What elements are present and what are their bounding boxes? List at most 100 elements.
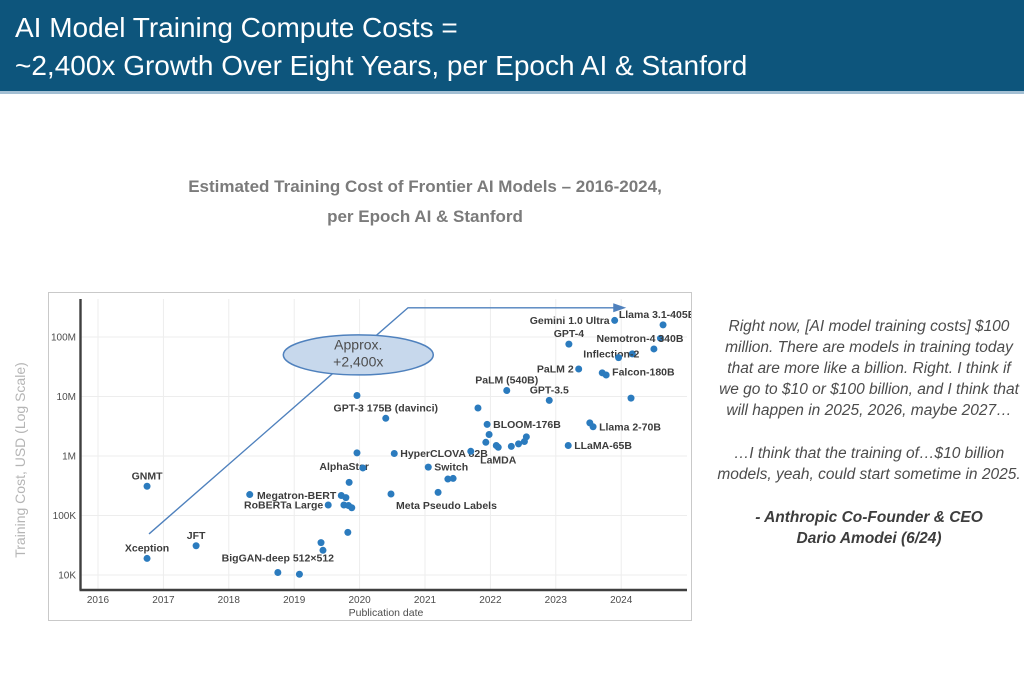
x-tick-label: 2018 (218, 595, 241, 606)
data-point (353, 391, 361, 399)
data-point (444, 475, 452, 483)
model-label: PaLM (540B) (475, 375, 538, 387)
x-tick-label: 2022 (479, 595, 502, 606)
x-tick-label: 2019 (283, 595, 306, 606)
data-point (274, 569, 282, 577)
model-label: Llama 3.1-405B (619, 309, 691, 321)
x-tick-label: 2017 (152, 595, 175, 606)
scatter-plot-svg: 10K 100K 1M 10M 100M 2016 2017 2018 2019 2020 2021… (51, 299, 691, 619)
x-tick-label: 2023 (545, 595, 568, 606)
quote-paragraph-1: Right now, [AI model training costs] $10… (719, 318, 1019, 419)
annotation-text-line1: Approx. (334, 336, 382, 352)
x-tick-label: 2021 (414, 595, 437, 606)
model-label: Switch (434, 462, 468, 474)
header-title-line2: ~2,400x Growth Over Eight Years, per Epo… (15, 50, 748, 81)
chart-title: Estimated Training Cost of Frontier AI M… (60, 172, 790, 232)
data-point (565, 340, 573, 348)
header-title-line1: AI Model Training Compute Costs = (15, 12, 458, 43)
data-point (650, 345, 658, 353)
header-banner: AI Model Training Compute Costs = ~2,400… (0, 0, 1024, 94)
data-point (482, 438, 490, 446)
x-axis-title: Publication date (349, 607, 424, 619)
data-point (246, 491, 254, 499)
data-point (564, 442, 572, 450)
data-point (319, 546, 327, 554)
data-point (382, 414, 390, 422)
model-label: GPT-4 (554, 328, 585, 340)
quote-attribution: - Anthropic Co-Founder & CEO Dario Amode… (716, 507, 1022, 549)
model-label: GPT-3.5 (530, 384, 569, 396)
data-point (344, 528, 352, 536)
data-point (353, 449, 361, 457)
model-label: BLOOM-176B (493, 419, 561, 431)
y-tick-label: 1M (62, 452, 76, 463)
data-point (192, 542, 200, 550)
chart-panel: 10K 100K 1M 10M 100M 2016 2017 2018 2019 2020 2021… (48, 292, 692, 621)
model-label: Falcon-180B (612, 366, 675, 378)
data-point (545, 396, 553, 404)
data-point (627, 394, 635, 402)
data-point (659, 321, 667, 329)
model-label: BigGAN-deep 512×512 (222, 553, 334, 565)
model-label: LLaMA-65B (574, 440, 632, 452)
trend-arrow-line (148, 307, 620, 535)
model-label: PaLM 2 (537, 363, 574, 375)
quote-panel: Right now, [AI model training costs] $10… (716, 316, 1022, 549)
quote-paragraph-2: …I think that the training of…$10 billio… (717, 445, 1021, 483)
data-point (434, 488, 442, 496)
trend-arrow-head (613, 303, 627, 313)
data-point (467, 447, 475, 455)
data-point (589, 423, 597, 431)
data-point (474, 404, 482, 412)
data-point (143, 482, 151, 490)
data-point (483, 420, 491, 428)
data-point (359, 464, 367, 472)
data-point (628, 350, 636, 358)
y-axis-title: Training Cost, USD (Log Scale) (12, 362, 28, 558)
quote-attribution-line2: Dario Amodei (6/24) (796, 530, 942, 547)
y-tick-label: 10K (58, 571, 76, 582)
data-point (503, 387, 511, 395)
model-label: Nemotron-4 340B (596, 333, 683, 345)
model-label: RoBERTa Large (244, 500, 323, 512)
data-point (611, 316, 619, 324)
model-label: JFT (187, 530, 206, 542)
annotation-text-line2: +2,400x (333, 353, 383, 369)
model-label: GPT-3 175B (davinci) (334, 402, 438, 414)
y-tick-label: 10M (57, 392, 76, 403)
quote-attribution-line1: - Anthropic Co-Founder & CEO (755, 509, 983, 526)
data-point (515, 440, 523, 448)
data-point (656, 334, 664, 342)
annotation-ellipse (282, 334, 435, 376)
data-point (342, 494, 350, 502)
x-tick-label: 2020 (348, 595, 371, 606)
data-point (507, 442, 515, 450)
data-point (387, 490, 395, 498)
model-label: AlphaStar (319, 461, 369, 473)
data-point (575, 365, 583, 373)
y-tick-label: 100M (51, 333, 76, 344)
data-point (602, 371, 610, 379)
data-point (295, 570, 303, 578)
model-label: HyperCLOVA 82B (400, 448, 488, 460)
chart-title-line2: per Epoch AI & Stanford (327, 207, 523, 226)
model-label: LaMDA (480, 454, 517, 466)
model-label: Llama 2-70B (599, 421, 661, 433)
data-point (324, 501, 332, 509)
model-label: Xception (125, 542, 169, 554)
data-point (494, 443, 502, 451)
data-point (424, 463, 432, 471)
model-label: Inflection-2 (583, 348, 639, 360)
data-point (615, 354, 623, 362)
chart-title-line1: Estimated Training Cost of Frontier AI M… (188, 177, 662, 196)
data-point (449, 474, 457, 482)
data-point (317, 539, 325, 547)
model-label: GNMT (132, 470, 163, 482)
x-tick-label: 2024 (610, 595, 633, 606)
data-point (390, 450, 398, 458)
data-point (485, 430, 493, 438)
data-point (522, 433, 530, 441)
data-point (348, 504, 356, 512)
model-label: Gemini 1.0 Ultra (530, 315, 610, 327)
